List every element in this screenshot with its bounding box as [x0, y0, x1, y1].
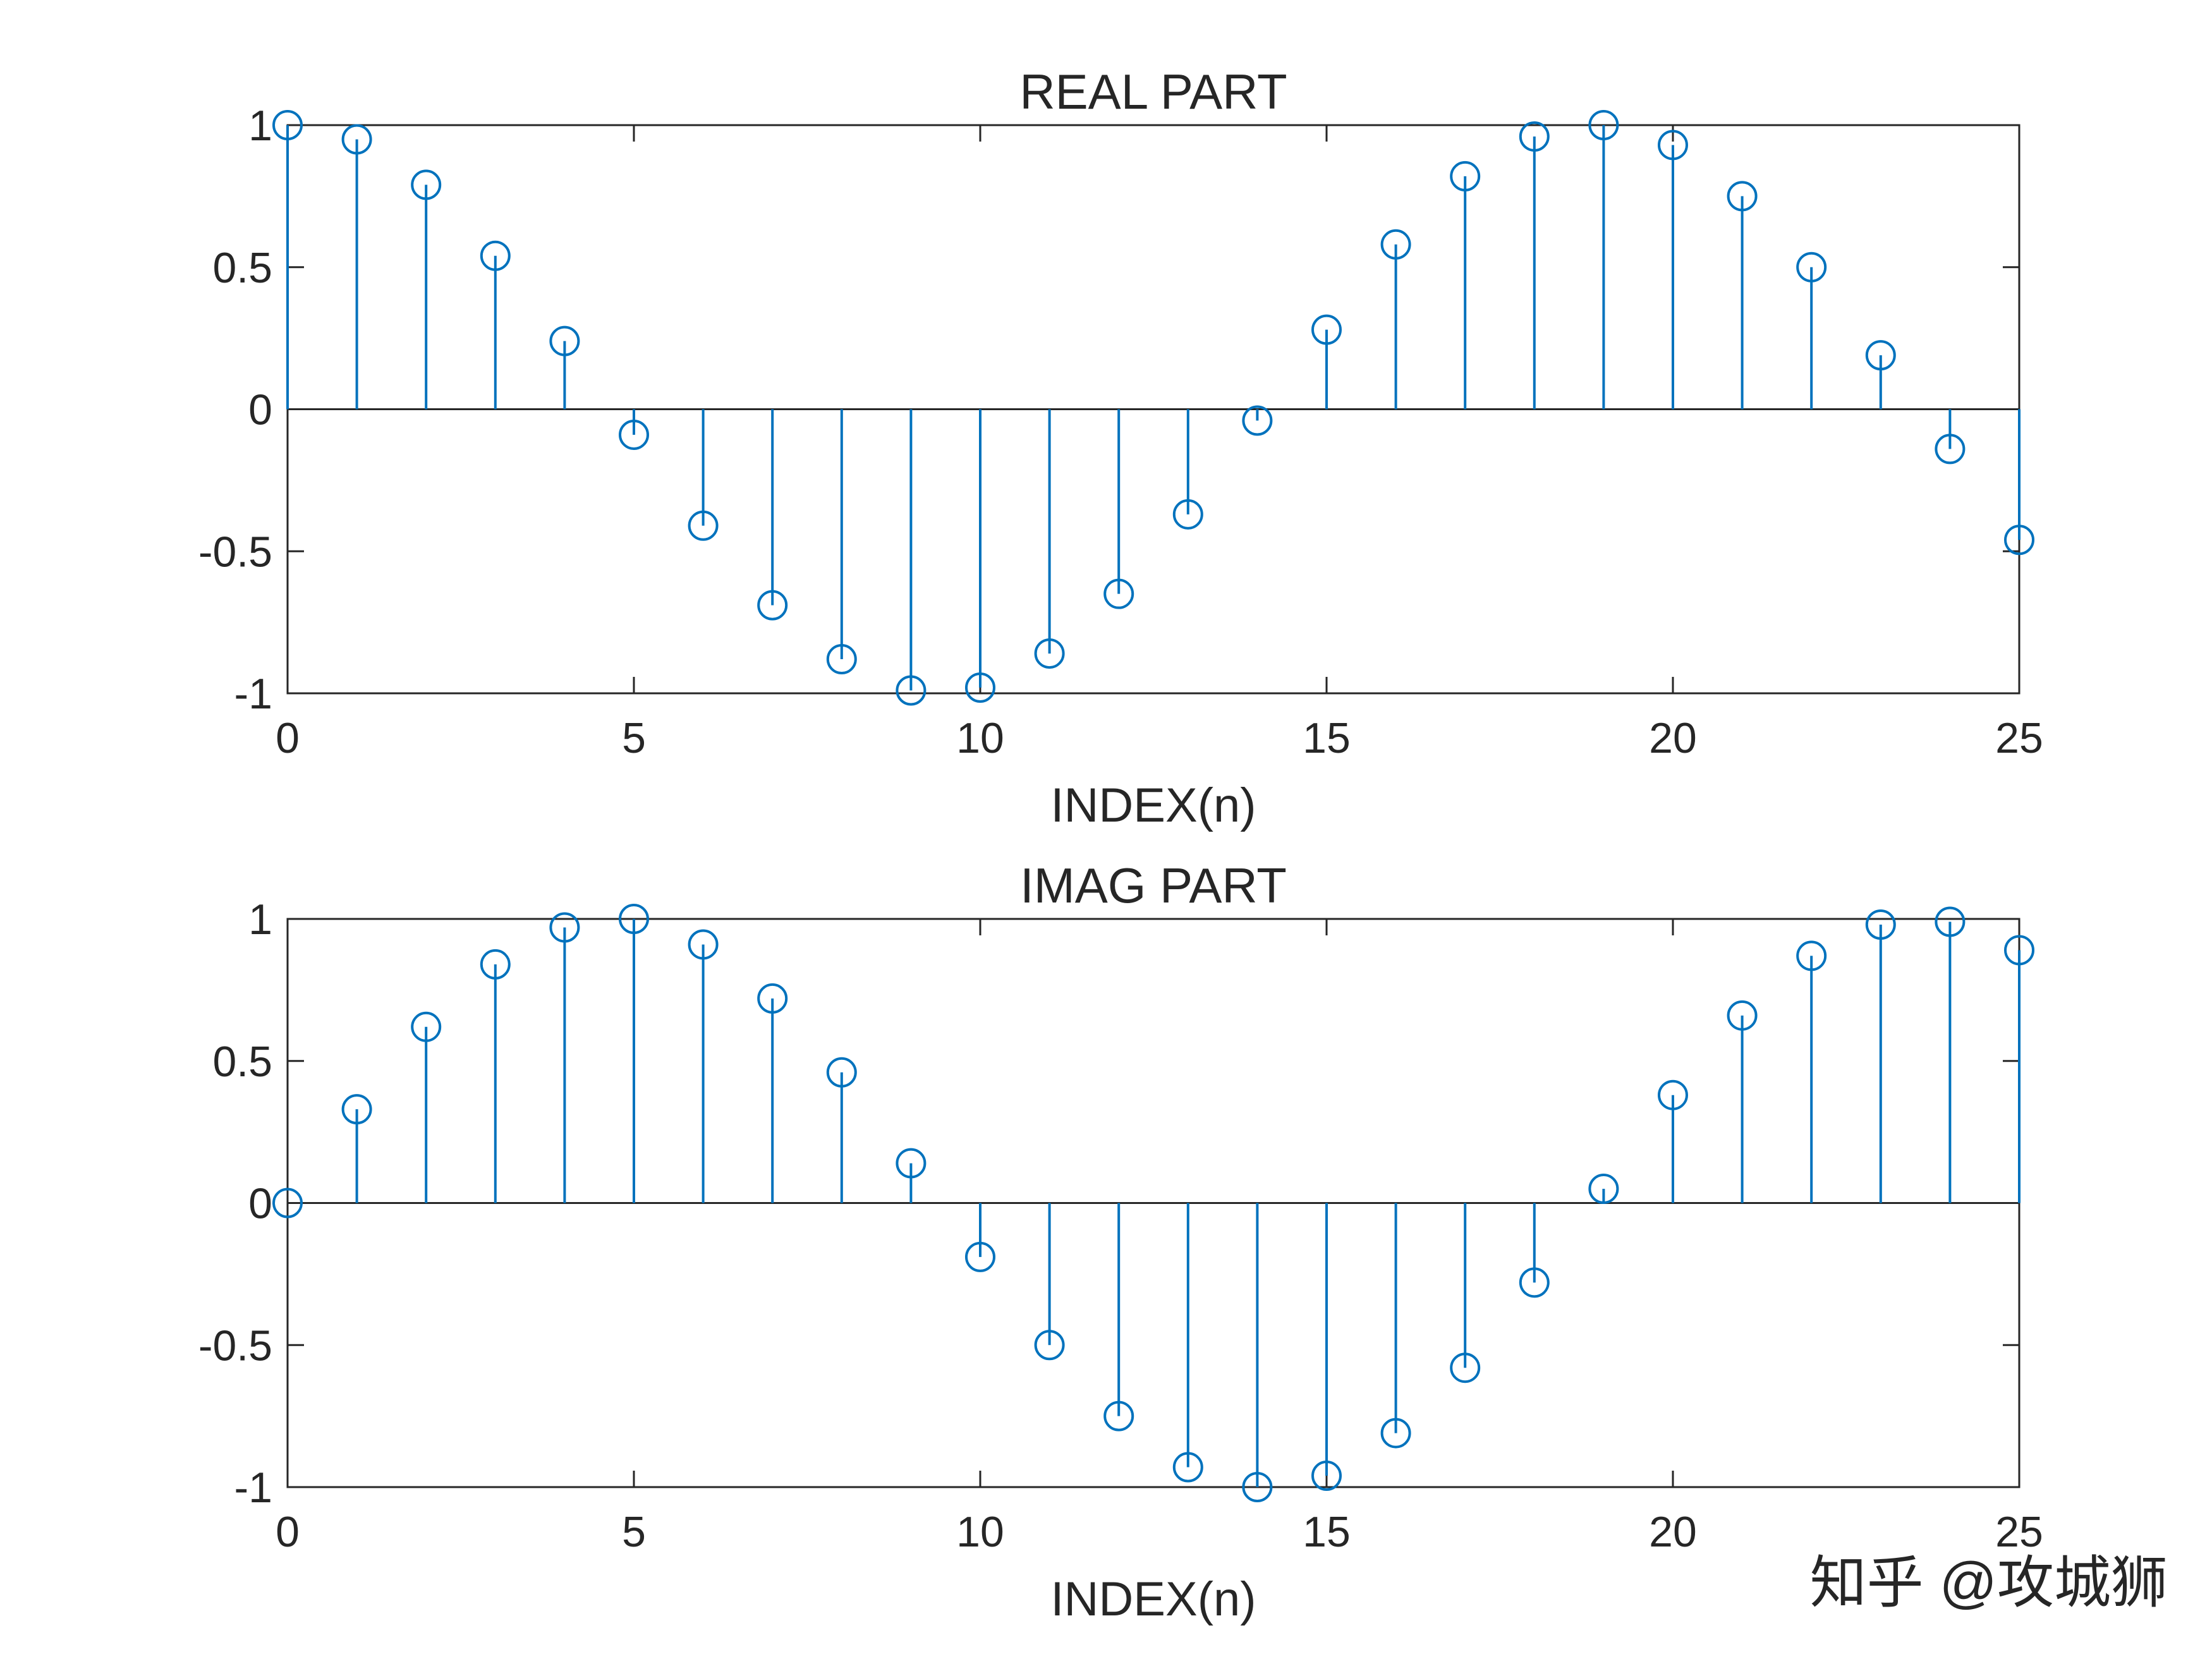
y-tick-label: 0: [248, 386, 272, 434]
stem-marker: [1172, 499, 1203, 530]
stem-marker: [1172, 1452, 1203, 1483]
stem-marker: [1935, 906, 1966, 937]
stem-marker: [2004, 525, 2034, 556]
axes-real-part: REAL PART INDEX(n) 0 5 10 15 20 25 -1 -0.5 0 0.5 1: [198, 64, 2043, 832]
stem-marker: [1450, 1352, 1481, 1383]
stem-marker: [1519, 121, 1550, 152]
stem-marker: [688, 929, 719, 960]
stem-marker: [688, 510, 719, 541]
stem-marker: [1796, 252, 1827, 283]
stem-marker: [826, 644, 857, 675]
y-tick-label: 0.5: [212, 1038, 272, 1086]
stem-marker: [1796, 940, 1827, 971]
x-tick-label: 10: [956, 714, 1004, 762]
stem-marker: [757, 983, 788, 1014]
stem-marker: [1588, 1174, 1619, 1205]
y-tick-label: 0: [248, 1180, 272, 1228]
y-tick-label: 0.5: [212, 244, 272, 292]
stem-marker: [1519, 1267, 1550, 1298]
stem-marker: [1588, 110, 1619, 140]
stem-marker: [272, 1188, 303, 1218]
stem-marker: [549, 325, 580, 356]
x-tick-label: 10: [956, 1508, 1004, 1556]
stem-marker: [1103, 1401, 1134, 1431]
stem-marker: [549, 912, 580, 943]
stem-marker: [1311, 314, 1342, 345]
stem-marker: [826, 1057, 857, 1088]
chart-title: REAL PART: [1019, 64, 1287, 119]
stem-marker: [1380, 1418, 1411, 1449]
stem-marker: [1865, 909, 1896, 940]
x-tick-label: 0: [276, 1508, 300, 1556]
stem-marker: [1658, 130, 1688, 161]
watermark-text: 知乎 @攻城狮: [1810, 1552, 2168, 1615]
stem-marker: [1103, 578, 1134, 609]
x-tick-label: 20: [1649, 1508, 1697, 1556]
x-tick-label: 0: [276, 714, 300, 762]
stem-marker: [619, 419, 649, 450]
stem-marker: [480, 240, 511, 271]
x-tick-label: 25: [1995, 1508, 2043, 1556]
stem-marker: [341, 1094, 372, 1125]
stem-marker: [1034, 1330, 1065, 1361]
stem-marker: [1242, 405, 1273, 436]
stem-marker: [619, 904, 649, 934]
stem-marker: [757, 590, 788, 621]
stem-marker: [1658, 1079, 1688, 1110]
stem-marker: [411, 1011, 442, 1042]
x-tick-label: 5: [622, 714, 646, 762]
x-tick-label: 15: [1303, 1508, 1351, 1556]
x-tick-label: 25: [1995, 714, 2043, 762]
y-tick-label: 1: [248, 896, 272, 944]
y-tick-label: -0.5: [198, 1322, 272, 1370]
stem-marker: [896, 1148, 927, 1179]
y-tick-label: 1: [248, 102, 272, 150]
stem-marker: [1935, 434, 1966, 465]
stem-marker: [1242, 1472, 1273, 1502]
stem-marker: [1727, 181, 1758, 212]
x-tick-label: 20: [1649, 714, 1697, 762]
stem-marker: [1865, 340, 1896, 371]
stem-marker: [1034, 638, 1065, 669]
stem-marker: [1450, 161, 1481, 191]
stem-marker: [965, 672, 995, 703]
stem-marker: [272, 110, 303, 140]
x-axis-label: INDEX(n): [1050, 779, 1256, 832]
stem-marker: [1311, 1461, 1342, 1492]
y-tick-label: -0.5: [198, 528, 272, 576]
stem-marker: [480, 949, 511, 980]
x-tick-label: 5: [622, 1508, 646, 1556]
stem-marker: [1380, 229, 1411, 260]
stem-marker: [411, 169, 442, 200]
stem-marker: [896, 675, 927, 706]
stem-marker: [2004, 935, 2034, 966]
x-tick-label: 15: [1303, 714, 1351, 762]
stem-marker: [1727, 1000, 1758, 1031]
stem-marker: [341, 124, 372, 155]
axes-imag-part: IMAG PART INDEX(n) 0 5 10 15 20 25 -1 -0.5 0 0.5 1: [198, 858, 2043, 1626]
y-tick-label: -1: [234, 1464, 272, 1512]
chart-title: IMAG PART: [1020, 858, 1287, 913]
stem-marker: [965, 1241, 995, 1272]
y-tick-label: -1: [234, 670, 272, 718]
x-axis-label: INDEX(n): [1050, 1572, 1256, 1626]
